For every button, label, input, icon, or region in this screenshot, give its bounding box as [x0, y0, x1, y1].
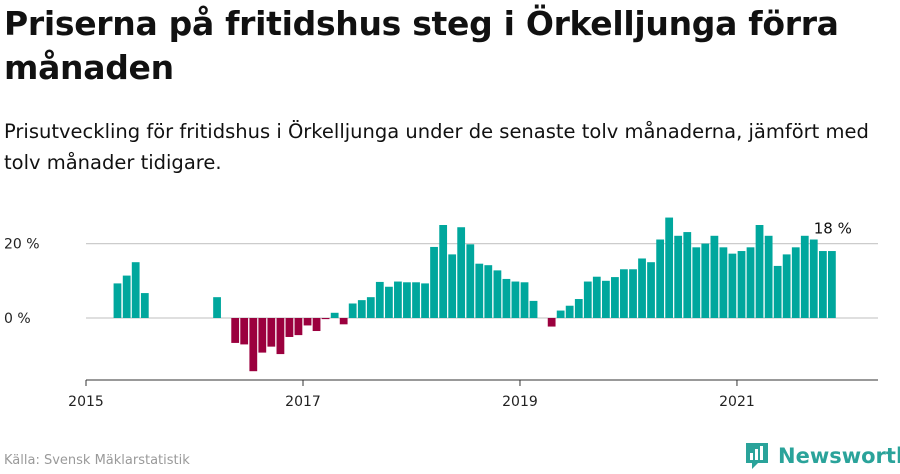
bar: [764, 235, 773, 318]
bar: [565, 305, 574, 318]
bar: [701, 243, 710, 318]
bar: [683, 232, 692, 318]
last-value-label: 18 %: [814, 220, 852, 238]
bar: [809, 239, 818, 318]
bar: [303, 318, 312, 326]
bar: [457, 227, 466, 318]
bar: [466, 244, 475, 318]
bar: [647, 262, 655, 318]
x-tick-label: 2015: [68, 394, 104, 410]
bar: [403, 282, 411, 318]
bar: [828, 251, 836, 318]
bar: [728, 253, 737, 318]
bar: [484, 265, 493, 318]
bar: [258, 318, 267, 353]
bar: [122, 275, 131, 318]
bar: [656, 239, 665, 318]
bar: [547, 318, 556, 327]
bar: [583, 281, 592, 318]
chart-title: Priserna på fritidshus steg i Örkelljung…: [4, 4, 839, 87]
bar: [602, 280, 610, 318]
bar: [665, 217, 674, 318]
bar: [529, 300, 538, 318]
bar: [475, 263, 484, 318]
bar: [312, 318, 321, 332]
bar: [611, 277, 619, 318]
bar: [412, 282, 420, 318]
chart-subtitle: Prisutveckling för fritidshus i Örkellju…: [4, 120, 869, 174]
bar: [773, 265, 782, 318]
bar: [592, 276, 601, 318]
bar: [819, 251, 827, 318]
x-axis: [85, 379, 878, 386]
bar: [240, 318, 249, 345]
bar: [113, 283, 122, 318]
bar-chart: 0 % 20 % 2015 2017 2019 2021 18 %: [4, 217, 878, 410]
bar: [321, 318, 330, 320]
bar: [674, 235, 683, 318]
labels: 0 % 20 % 2015 2017 2019 2021 18 %: [4, 220, 852, 410]
bar: [140, 293, 149, 318]
bar: [629, 269, 637, 318]
bar: [267, 318, 276, 347]
bar: [348, 303, 357, 318]
bar: [394, 281, 402, 318]
bar: [339, 318, 348, 325]
bar: [800, 235, 809, 318]
bar: [556, 310, 565, 318]
y-tick-label: 0 %: [4, 311, 31, 327]
bar: [249, 318, 258, 372]
bar: [213, 297, 221, 318]
bar: [791, 247, 800, 318]
bar: [366, 297, 375, 318]
source-note: Källa: Svensk Mäklarstatistik: [4, 453, 190, 468]
bar: [385, 286, 393, 318]
bar: [493, 270, 502, 318]
bar: [638, 258, 646, 318]
bar: [737, 251, 746, 318]
bar: [574, 299, 583, 318]
bar: [511, 281, 520, 318]
newsworthy-icon: [746, 443, 768, 469]
bar: [755, 225, 764, 318]
bar: [719, 247, 728, 318]
bar: [294, 318, 303, 336]
x-tick-label: 2017: [285, 394, 321, 410]
bar: [746, 247, 755, 318]
x-tick-label: 2019: [502, 394, 538, 410]
bar: [502, 278, 511, 318]
bar: [448, 254, 457, 318]
brand-logo: Newsworthy: [744, 441, 900, 471]
y-tick-label: 20 %: [4, 237, 40, 253]
bar: [620, 269, 628, 318]
bar: [710, 235, 719, 318]
brand-name: Newsworthy: [778, 444, 900, 468]
bar: [357, 300, 366, 318]
bar: [330, 312, 339, 318]
bar: [276, 318, 285, 355]
bar: [439, 225, 448, 318]
bar: [375, 281, 384, 318]
bars: [113, 217, 836, 372]
bar: [692, 247, 701, 318]
bar: [285, 318, 294, 337]
bar: [231, 318, 240, 343]
bar: [421, 283, 429, 318]
bar: [520, 282, 529, 318]
bar: [430, 246, 438, 318]
x-tick-label: 2021: [719, 394, 755, 410]
bar: [782, 254, 791, 318]
bar: [131, 262, 140, 318]
